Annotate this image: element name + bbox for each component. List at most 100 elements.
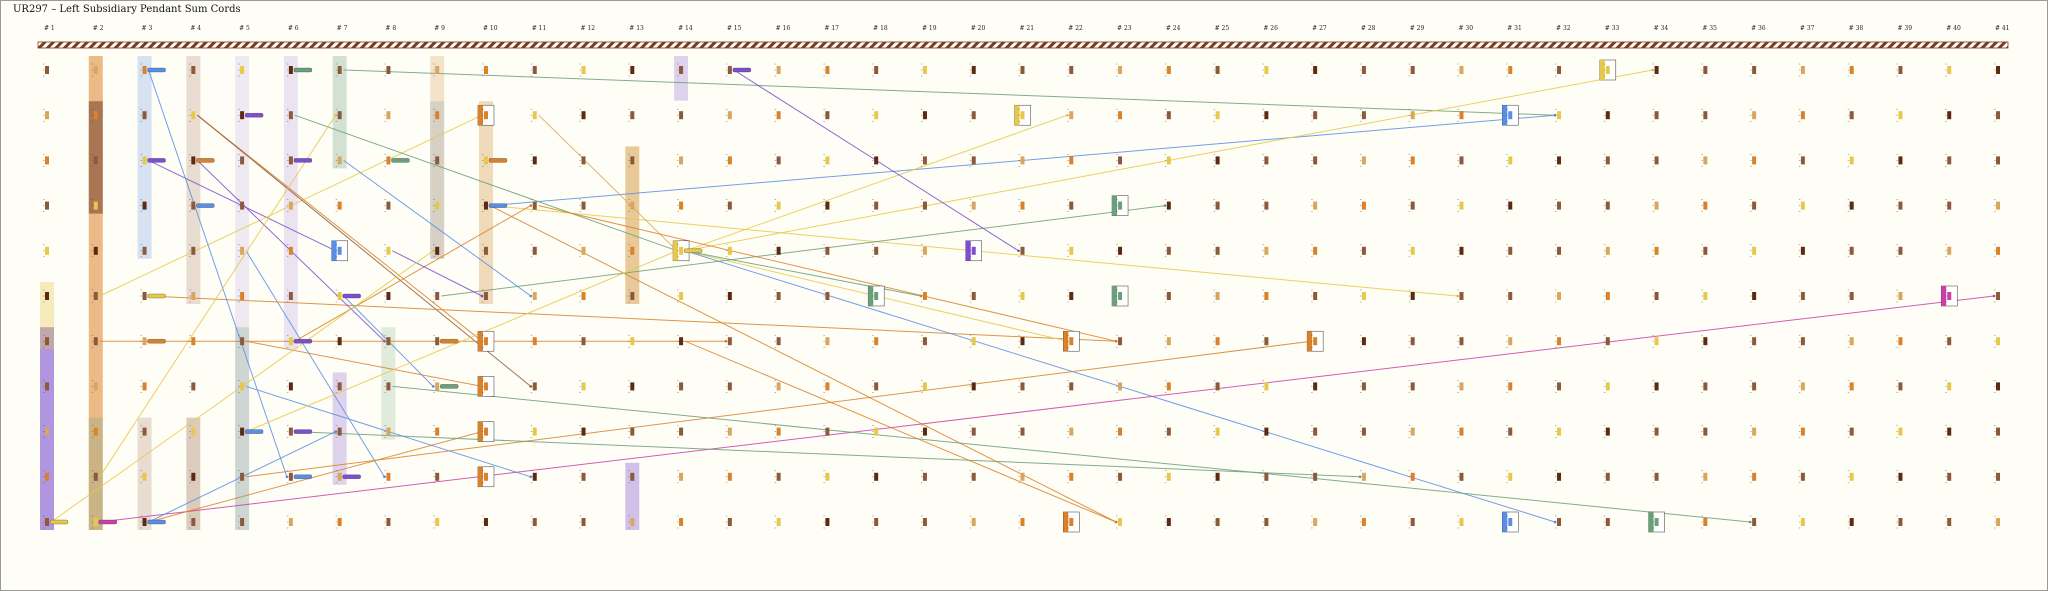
- cord-node: [43, 63, 49, 77]
- cord-colour-tab: [1557, 472, 1562, 481]
- cord-node: [43, 244, 49, 257]
- cord-colour-tab: [1264, 292, 1269, 300]
- cord-colour-tab: [1654, 156, 1659, 165]
- column-label: # 15: [727, 25, 742, 32]
- cord-colour-tab: [1703, 382, 1708, 391]
- cord-colour-tab: [93, 246, 98, 255]
- cord-node: [1116, 425, 1123, 438]
- cord-colour-tab: [1313, 518, 1318, 526]
- cord-colour-tab: [1069, 518, 1074, 526]
- cord-node: [286, 289, 293, 303]
- cord-node: [384, 470, 391, 483]
- cord-node: [1408, 154, 1415, 167]
- cord-colour-tab: [1996, 472, 2000, 481]
- cord-node: [1306, 330, 1324, 352]
- cord-node: [872, 63, 879, 77]
- sum-cord-swatch: [1599, 60, 1605, 80]
- cord-node: [1408, 470, 1415, 483]
- cord-colour-tab: [776, 292, 781, 300]
- cord-node: [140, 63, 147, 77]
- cord-colour-tab: [971, 427, 976, 436]
- cord-colour-tab: [1849, 201, 1854, 210]
- cord-colour-tab: [1752, 292, 1757, 300]
- cord-node: [189, 63, 196, 77]
- cord-colour-tab: [1508, 111, 1513, 120]
- cord-node: [1506, 199, 1513, 212]
- cord-node: [1063, 511, 1080, 533]
- cord-colour-tab: [1166, 111, 1171, 120]
- attachment-tab: [98, 519, 117, 525]
- sum-cord-swatch: [1502, 512, 1508, 532]
- cord-colour-tab: [45, 201, 49, 210]
- cord-colour-tab: [1849, 472, 1854, 481]
- cord-node: [1798, 154, 1805, 167]
- cord-node: [1555, 380, 1562, 393]
- cord-colour-tab: [825, 66, 830, 74]
- cord-node: [1994, 154, 2000, 167]
- cord-colour-tab: [581, 292, 586, 300]
- cord-colour-tab: [191, 518, 196, 526]
- cord-colour-tab: [1166, 427, 1171, 436]
- cord-colour-tab: [1849, 427, 1854, 436]
- cord-colour-tab: [1215, 518, 1220, 526]
- cord-node: [384, 335, 391, 348]
- cord-colour-tab: [679, 292, 684, 300]
- cord-colour-tab: [45, 472, 49, 481]
- cord-node: [920, 380, 927, 393]
- cord-node: [1896, 515, 1903, 529]
- cord-node: [1945, 108, 1952, 122]
- cord-colour-tab: [1557, 156, 1562, 165]
- sum-link: [294, 114, 678, 252]
- cord-node: [1506, 470, 1513, 483]
- cord-colour-tab: [1947, 518, 1952, 526]
- cord-colour-tab: [142, 292, 147, 300]
- cord-node: [530, 335, 537, 348]
- column-label: # 32: [1556, 25, 1571, 32]
- cord-node: [1652, 108, 1659, 122]
- cord-colour-tab: [1166, 246, 1171, 255]
- column-label: # 30: [1458, 25, 1473, 32]
- cord-node: [1701, 154, 1708, 167]
- cord-colour-tab: [1166, 518, 1171, 526]
- cord-node: [140, 154, 147, 167]
- cord-colour-tab: [191, 111, 196, 120]
- cord-node: [1896, 335, 1903, 348]
- cord-node: [1994, 244, 2000, 257]
- attachment-tab: [147, 158, 166, 163]
- cord-node: [1994, 199, 2000, 212]
- sum-cord-swatch: [477, 421, 483, 442]
- cord-colour-tab: [1557, 292, 1562, 300]
- sum-link: [441, 205, 1165, 297]
- cord-node: [1603, 244, 1610, 257]
- cord-node: [677, 380, 684, 393]
- cord-node: [1603, 108, 1610, 122]
- cord-colour-tab: [1410, 201, 1415, 210]
- cord-colour-tab: [93, 292, 98, 300]
- column-label: # 33: [1605, 25, 1620, 32]
- sum-link: [245, 250, 678, 433]
- cord-colour-tab: [1996, 246, 2000, 255]
- cord-node: [1701, 289, 1708, 303]
- sum-link: [197, 114, 483, 342]
- cord-colour-tab: [971, 292, 976, 300]
- cord-colour-tab: [1264, 427, 1269, 436]
- cord-node: [91, 335, 98, 348]
- cord-node: [872, 425, 879, 438]
- cord-colour-tab: [1459, 292, 1464, 300]
- cord-colour-tab: [581, 472, 586, 481]
- cord-colour-tab: [1898, 292, 1903, 300]
- cord-node: [677, 289, 684, 303]
- cord-colour-tab: [483, 292, 488, 300]
- cord-node: [384, 425, 391, 438]
- cord-colour-tab: [1313, 427, 1318, 436]
- cord-colour-tab: [1703, 337, 1708, 346]
- cord-node: [725, 425, 732, 438]
- cord-colour-tab: [1118, 472, 1123, 481]
- primary-cord: [37, 41, 2009, 49]
- column-label: # 1: [44, 25, 55, 32]
- cord-colour-tab: [1557, 201, 1562, 210]
- cord-colour-tab: [825, 292, 830, 300]
- cord-colour-tab: [142, 246, 147, 255]
- cord-node: [1506, 425, 1513, 438]
- cord-colour-tab: [1557, 111, 1562, 120]
